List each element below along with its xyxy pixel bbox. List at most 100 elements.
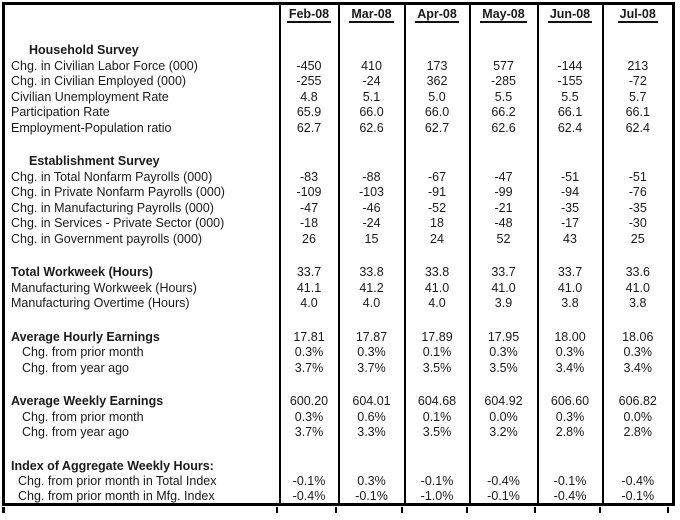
spacer-cell (337, 440, 405, 458)
column-header-label: Feb-08 (286, 7, 332, 23)
table-row: Participation Rate 65.9 66.0 66.0 66.2 66.1 66… (4, 104, 674, 120)
cell: -30 (601, 215, 674, 231)
row-label: Chg. in Government payrolls (000) (11, 231, 203, 246)
cell: 604.01 (337, 393, 405, 409)
spacer-row (4, 24, 674, 43)
table-row: Chg. in Manufacturing Payrolls (000) -47-… (4, 200, 674, 216)
spacer-cell (403, 24, 470, 43)
spacer-cell (468, 440, 538, 458)
cell: 41.0 (601, 280, 674, 296)
row-label: Average Weekly Earnings (11, 394, 164, 409)
spacer-cell (337, 24, 405, 43)
spacer-cell (468, 246, 538, 265)
row-label: Chg. from prior month in Mfg. Index (18, 489, 215, 503)
spacer-cell (4, 25, 280, 43)
cell: 62.7 (403, 120, 470, 136)
row-label: Participation Rate (11, 105, 110, 120)
spacer-cell (601, 440, 674, 458)
table-row: Chg. in Total Nonfarm Payrolls (000) -83-… (4, 169, 674, 185)
cell: 2.8% (536, 424, 603, 440)
cell: -109 (278, 184, 339, 200)
cell: 66.1 (601, 104, 674, 120)
cell: 62.7 (278, 120, 339, 136)
row-label: Chg. from prior month (22, 409, 144, 424)
cell (536, 42, 603, 58)
cell: -35 (536, 200, 603, 216)
spacer-cell (468, 24, 538, 43)
spacer-cell (468, 375, 538, 394)
cell: -144 (536, 58, 603, 74)
cell: 62.6 (337, 120, 405, 136)
cell: 600.20 (278, 393, 339, 409)
spacer-cell (278, 311, 339, 329)
column-header: Feb-08 (278, 3, 339, 25)
spacer-cell (4, 376, 280, 394)
cell (468, 153, 538, 169)
row-label: Manufacturing Workweek (Hours) (11, 280, 197, 295)
cell: -88 (337, 169, 405, 185)
table-row: Chg. in Government payrolls (000) 26 15 24 5… (4, 231, 674, 247)
cell: 33.7 (278, 264, 339, 280)
spacer-cell (601, 311, 674, 329)
spacer-cell (278, 24, 339, 43)
cell: 3.9 (468, 295, 538, 311)
table-row: Index of Aggregate Weekly Hours: (4, 458, 674, 474)
cell: 0.0% (468, 409, 538, 425)
cell (468, 458, 538, 474)
cell (601, 153, 674, 169)
cell: -47 (468, 169, 538, 185)
grid-stub (278, 507, 337, 513)
cell: 41.1 (278, 280, 339, 296)
table-row: Total Workweek (Hours) 33.7 33.8 33.8 33.7 33… (4, 264, 674, 280)
cell: 18 (403, 215, 470, 231)
cell: 4.0 (403, 295, 470, 311)
cell: -0.1% (468, 489, 538, 505)
cell: 3.7% (278, 360, 339, 376)
table-row: Household Survey (4, 42, 674, 58)
row-label: Household Survey (29, 43, 139, 58)
cell: 3.7% (337, 360, 405, 376)
cell: 3.5% (403, 360, 470, 376)
cell: -155 (536, 73, 603, 89)
spacer-cell (4, 311, 280, 329)
spacer-cell (4, 136, 280, 154)
cell (536, 458, 603, 474)
column-header: May-08 (468, 3, 538, 25)
row-label: Average Hourly Earnings (11, 329, 160, 344)
table-row: Chg. in Civilian Labor Force (000) -450 41… (4, 58, 674, 74)
spacer-cell (403, 135, 470, 154)
spacer-cell (536, 375, 603, 394)
cell: 0.1% (403, 409, 470, 425)
spacer-cell (601, 135, 674, 154)
cell (337, 458, 405, 474)
cell: 24 (403, 231, 470, 247)
column-header-row: Feb-08 Mar-08 Apr-08 May-08 Jun-08 Jul-08 (4, 3, 674, 25)
cell: 0.3% (278, 344, 339, 360)
cell: 4.8 (278, 89, 339, 105)
spacer-cell (468, 311, 538, 329)
cell: -0.4% (536, 489, 603, 505)
spacer-cell (601, 24, 674, 43)
cell: 33.7 (536, 264, 603, 280)
column-header: Jul-08 (601, 3, 674, 25)
table-row: Chg. in Services - Private Sector (000) -… (4, 215, 674, 231)
row-label: Chg. in Services - Private Sector (000) (11, 216, 225, 231)
cell: 606.82 (601, 393, 674, 409)
cell: 62.6 (468, 120, 538, 136)
spacer-cell (403, 440, 470, 458)
row-label: Chg. in Private Nonfarm Payrolls (000) (11, 185, 225, 200)
cell: 66.0 (337, 104, 405, 120)
spacer-cell (337, 135, 405, 154)
cell: 3.3% (337, 424, 405, 440)
table-row: Chg. from year ago 3.7% 3.3% 3.5% 3.2% 2.8% 2.… (4, 424, 674, 440)
column-header-label: May-08 (480, 7, 527, 23)
column-header-label: Mar-08 (349, 7, 394, 23)
cell: 41.0 (403, 280, 470, 296)
cell: -24 (337, 215, 405, 231)
row-label: Chg. from prior month (22, 345, 144, 360)
cell: 0.0% (601, 409, 674, 425)
cell: -255 (278, 73, 339, 89)
spacer-cell (403, 311, 470, 329)
spacer-row (4, 375, 674, 394)
cell: -0.1% (337, 489, 405, 505)
